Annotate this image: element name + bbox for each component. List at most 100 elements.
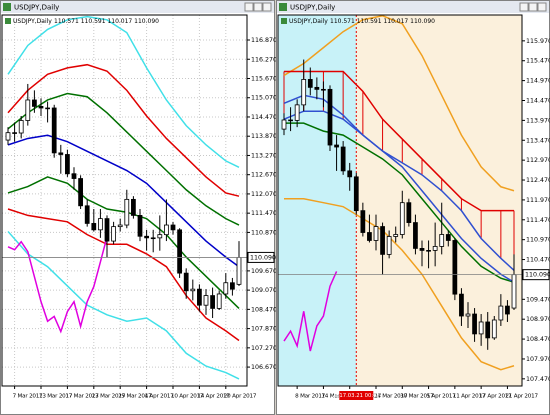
- indicator-line: [7, 208, 240, 342]
- y-tick-label: 115.470: [526, 58, 550, 65]
- candle-body: [190, 288, 196, 292]
- candle-body: [84, 205, 90, 224]
- y-tick-label: 116.870: [251, 37, 277, 44]
- chart-subtitle: 110.571 110.591 110.017 110.090: [54, 18, 159, 25]
- candle-body: [12, 132, 17, 134]
- y-tick-label: 115.970: [526, 38, 550, 45]
- window-button[interactable]: [519, 2, 529, 12]
- candle-body: [117, 224, 123, 228]
- y-tick-label: 112.970: [526, 157, 550, 164]
- candle-body: [78, 178, 83, 207]
- x-tick-label: 5 Apr 2017: [427, 394, 457, 400]
- x-tick-label: 17 Apr 2017: [479, 394, 512, 400]
- y-tick-label: 113.270: [251, 152, 277, 159]
- window-button[interactable]: [253, 2, 263, 12]
- plot-layer: [278, 15, 522, 386]
- candle-body: [230, 282, 235, 290]
- indicator-line: [283, 110, 515, 271]
- candle-body: [459, 293, 464, 317]
- indicator-line: [284, 70, 514, 212]
- y-tick-label: 113.970: [526, 117, 550, 124]
- candle-body: [301, 79, 307, 106]
- window-title: USDJPY,Daily: [14, 4, 59, 12]
- candle-body: [98, 218, 103, 231]
- y-tick-label: 113.470: [526, 137, 550, 144]
- candle-body: [321, 88, 326, 91]
- candle-body: [491, 319, 497, 339]
- x-tick-label: 21 Apr 2017: [505, 394, 538, 400]
- candle-body: [104, 218, 110, 242]
- window-icon: [3, 3, 11, 11]
- candle-body: [32, 99, 37, 107]
- candle-body: [294, 104, 300, 121]
- y-tick-label: 110.470: [526, 257, 550, 264]
- indicator-line: [283, 15, 515, 192]
- window-title: USDJPY,Daily: [290, 4, 335, 12]
- y-tick-label: 109.070: [251, 287, 277, 294]
- candle-body: [406, 202, 412, 223]
- candle-body: [393, 234, 399, 237]
- candle-body: [18, 120, 24, 134]
- y-tick-label: 107.970: [526, 356, 550, 363]
- candle-body: [511, 274, 517, 309]
- candle-body: [170, 224, 176, 231]
- candle-body: [111, 226, 116, 242]
- candle-body: [203, 295, 209, 306]
- candle-body: [131, 198, 136, 216]
- window-button[interactable]: [262, 2, 272, 12]
- x-tick-label: 29 Mar 2017: [118, 394, 152, 400]
- candle-body: [452, 240, 458, 295]
- header-icon: [5, 18, 11, 24]
- y-tick-label: 112.070: [251, 191, 277, 198]
- last-price-label: 110.090: [250, 254, 276, 261]
- candle-body: [144, 235, 149, 239]
- candle-body: [216, 293, 222, 309]
- candle-body: [426, 250, 431, 252]
- indicator-line: [283, 271, 338, 352]
- x-tick-label: 11 Apr 2017: [453, 394, 486, 400]
- candle-body: [380, 226, 385, 255]
- history-shade: [278, 15, 357, 386]
- window-button[interactable]: [537, 2, 547, 12]
- candle-body: [373, 226, 379, 241]
- candle-body: [65, 154, 70, 175]
- candle-body: [439, 234, 445, 247]
- indicator-line: [7, 63, 240, 197]
- cursor-label: 2017.03.21 00:00: [333, 393, 381, 399]
- candle-body: [71, 173, 77, 179]
- plot-border: [277, 14, 523, 387]
- candle-body: [281, 119, 287, 130]
- indicator-line: [7, 230, 240, 380]
- candle-body: [307, 79, 313, 88]
- y-tick-label: 111.470: [526, 217, 550, 224]
- chart-subtitle: 110.571 110.591 110.017 110.090: [330, 18, 435, 25]
- indicator-line: [7, 15, 240, 168]
- window-title-bar: [277, 1, 549, 13]
- candle-body: [137, 215, 143, 237]
- candle-body: [124, 198, 130, 226]
- last-price-label: 110.090: [525, 272, 550, 279]
- y-tick-label: 112.670: [251, 172, 277, 179]
- y-tick-label: 109.470: [526, 296, 550, 303]
- y-tick-label: 106.670: [251, 364, 277, 371]
- plot-layer: [2, 15, 247, 386]
- window-icon: [279, 3, 287, 11]
- y-tick-label: 110.870: [251, 229, 277, 236]
- candle-body: [25, 99, 31, 121]
- y-tick-label: 111.470: [251, 210, 277, 217]
- y-tick-label: 107.470: [526, 376, 550, 383]
- candle-body: [386, 236, 392, 255]
- y-tick-label: 111.970: [526, 197, 550, 204]
- candle-body: [210, 295, 215, 309]
- candle-body: [223, 282, 229, 295]
- y-tick-label: 108.970: [526, 316, 550, 323]
- candle-body: [399, 202, 405, 235]
- window-button[interactable]: [244, 2, 254, 12]
- candle-body: [51, 107, 57, 154]
- candle-body: [197, 288, 202, 306]
- candle-body: [367, 232, 372, 241]
- x-tick-label: 24 Mar 2017: [374, 394, 408, 400]
- x-tick-label: 13 Mar 2017: [39, 394, 73, 400]
- window-button[interactable]: [528, 2, 538, 12]
- indicator-line: [7, 134, 240, 268]
